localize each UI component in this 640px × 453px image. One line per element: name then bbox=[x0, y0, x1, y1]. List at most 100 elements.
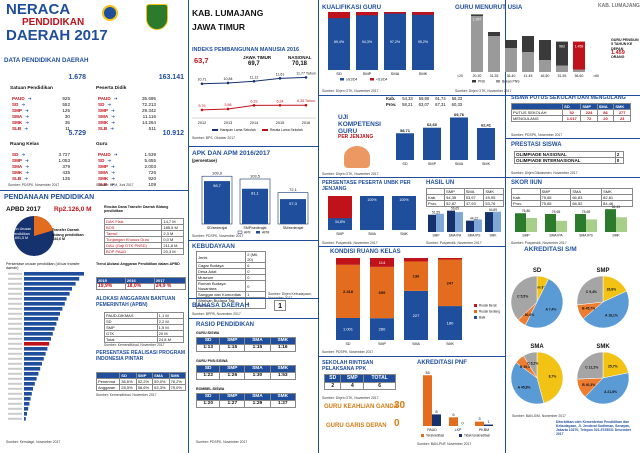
kondisi-cat: SD bbox=[346, 342, 351, 346]
bahasa-src: Sumber: BPPB, November 2017 bbox=[192, 312, 241, 316]
pie-title: SMK bbox=[596, 344, 610, 350]
table-row: Penerima 36,6% 52,2% 59,0% 76,2% bbox=[95, 378, 187, 385]
urusan-bar bbox=[24, 402, 30, 406]
stat-row: SMA ➜ 30 bbox=[12, 114, 70, 120]
usia-bar-non bbox=[539, 60, 551, 72]
pie-label: B 50,0% bbox=[521, 313, 534, 317]
apbd-pie bbox=[14, 216, 54, 256]
unbk-label: 100% bbox=[399, 198, 409, 202]
table-cell: Anggaran bbox=[95, 384, 121, 391]
dp-src1: Sumber: PDSPK, November 2017 bbox=[8, 183, 60, 187]
legend-non bbox=[496, 80, 500, 83]
apm-bar bbox=[204, 181, 230, 224]
kondisi-cat: SMP bbox=[378, 342, 386, 346]
ipm-line-chart: 10,71 5,76 2012 10,84 5,88 2013 11,12 6,33 2014 1… bbox=[192, 71, 316, 132]
guru-total: 10.912 bbox=[162, 130, 184, 137]
ipm-jatim: 69,7 bbox=[248, 61, 260, 67]
table-cell: 2 (Mll, 20) bbox=[245, 251, 266, 263]
apk-cat: SMP/sederajat bbox=[244, 226, 267, 230]
pnf-b-label: 1 bbox=[487, 419, 490, 424]
table-row: SD SMP SMA SMK bbox=[195, 337, 297, 345]
urusan-bars bbox=[8, 272, 84, 421]
usia-cat: 31-35 bbox=[490, 74, 499, 78]
pnf-legend-a bbox=[421, 434, 424, 437]
usia-cat: 41-45 bbox=[524, 74, 533, 78]
table-cell: SMA bbox=[244, 365, 271, 373]
table-row: 1:20 1:27 1:29 1:27 bbox=[195, 400, 297, 408]
table-cell: SMP bbox=[340, 374, 365, 383]
un-label: 54,89 bbox=[489, 208, 497, 212]
komp-kab: 54,33 bbox=[402, 96, 413, 101]
arrow-icon: ➜ bbox=[110, 126, 115, 131]
akreditasi-title: AKREDITASI S/M bbox=[524, 246, 577, 253]
table-row: BOP PAUD 20,3 M bbox=[103, 248, 184, 255]
legend-hls bbox=[212, 129, 218, 131]
table-cell: SD bbox=[323, 374, 342, 383]
kompetensi-chart: 58,71 SD 62,60 SMP 69,76 SMA 62,41 SMK bbox=[396, 112, 495, 166]
kondisi-sedang bbox=[404, 261, 428, 291]
region-label bbox=[8, 417, 22, 420]
hls-point bbox=[304, 76, 308, 79]
table-cell: 20 bbox=[596, 115, 615, 122]
stat-value: 920 bbox=[148, 176, 156, 181]
stat-value: 552 bbox=[62, 102, 70, 107]
rasio-src: Sumber: PDSPK, November 2017 bbox=[196, 440, 248, 444]
unbk-bar bbox=[360, 196, 384, 230]
kondisi-baik-label: 180 bbox=[447, 321, 454, 326]
stat-level: SMK bbox=[12, 120, 23, 125]
urusan-bar bbox=[24, 387, 33, 391]
arrow-icon: ➜ bbox=[113, 96, 118, 101]
urusan-bar bbox=[24, 272, 84, 276]
usia-cat: 46-50 bbox=[541, 74, 550, 78]
stat-value: 726 bbox=[148, 170, 156, 175]
region-label bbox=[8, 352, 22, 355]
usia-cat: 36-40 bbox=[507, 74, 516, 78]
pnf-bar-b bbox=[484, 424, 493, 426]
iiun-bar-2017 bbox=[526, 218, 537, 232]
unbk-cat: SMA bbox=[368, 232, 376, 236]
region-label bbox=[8, 272, 22, 275]
un-label: 51,55 bbox=[432, 211, 440, 215]
table-row: MENGULANG 1.017 72 20 23 bbox=[510, 115, 631, 122]
urusan-bar bbox=[24, 407, 29, 411]
legend-apm bbox=[256, 231, 260, 234]
stat-value: 11 bbox=[65, 126, 70, 131]
alokasi-table: PAUD-DIKMAS 1,1 M SD 2,2 M SMP 1,5 M GTK 20 M To… bbox=[104, 312, 185, 343]
table-row: 1:13 1:15 1:15 1:16 bbox=[195, 344, 297, 352]
table-cell: 24,8 M bbox=[156, 336, 185, 343]
stat-value: 11.116 bbox=[142, 114, 156, 119]
usia-kab: KAB. LUMAJANG bbox=[598, 3, 640, 9]
un-bar-2016 bbox=[485, 212, 493, 232]
table-cell: Prov. bbox=[425, 200, 446, 207]
komp-cat: SMP bbox=[428, 162, 437, 166]
arrow-icon: ➜ bbox=[110, 108, 115, 113]
region-label bbox=[8, 282, 22, 285]
urusan-bar bbox=[24, 347, 48, 351]
pie-slice bbox=[536, 351, 564, 404]
stat-value: 30 bbox=[64, 114, 70, 119]
komp-prov: 58,21 bbox=[402, 102, 413, 107]
stat-value: 72.213 bbox=[141, 102, 156, 107]
bahasa-title: BAHASA DAERAH bbox=[192, 302, 250, 309]
stat-level: PAUD bbox=[98, 152, 111, 157]
urusan-bar bbox=[24, 307, 63, 311]
pie-label: 8,7% bbox=[549, 374, 557, 378]
table-cell: 1:53 bbox=[269, 372, 297, 380]
usia-cat: >60 bbox=[593, 74, 599, 78]
komp-cat: SMK bbox=[482, 162, 491, 166]
pnf-chart: 35 8 PAUD 6 0 LKP 3 1 PKBM Terakreditasi Tidak ter… bbox=[421, 370, 493, 438]
kual-cat: SD bbox=[336, 71, 342, 76]
region-label bbox=[8, 397, 22, 400]
pnf-cat: LKP bbox=[455, 428, 462, 432]
arrow-icon: ➜ bbox=[110, 164, 115, 169]
usia-bar-pns bbox=[522, 36, 534, 52]
usia-label: 983 bbox=[559, 45, 565, 49]
komp-bar bbox=[477, 127, 495, 160]
table-cell: 1:30 bbox=[244, 372, 271, 380]
region-label bbox=[8, 407, 22, 410]
usia-bar-pns bbox=[505, 40, 517, 48]
rincian-title: Rincian Dana Transfer Daerah Bidang pend… bbox=[104, 205, 169, 213]
komp-head: Kab. bbox=[386, 96, 396, 101]
stat-row: SMP ➜ 29.342 bbox=[98, 108, 156, 114]
rls-point bbox=[304, 103, 308, 107]
